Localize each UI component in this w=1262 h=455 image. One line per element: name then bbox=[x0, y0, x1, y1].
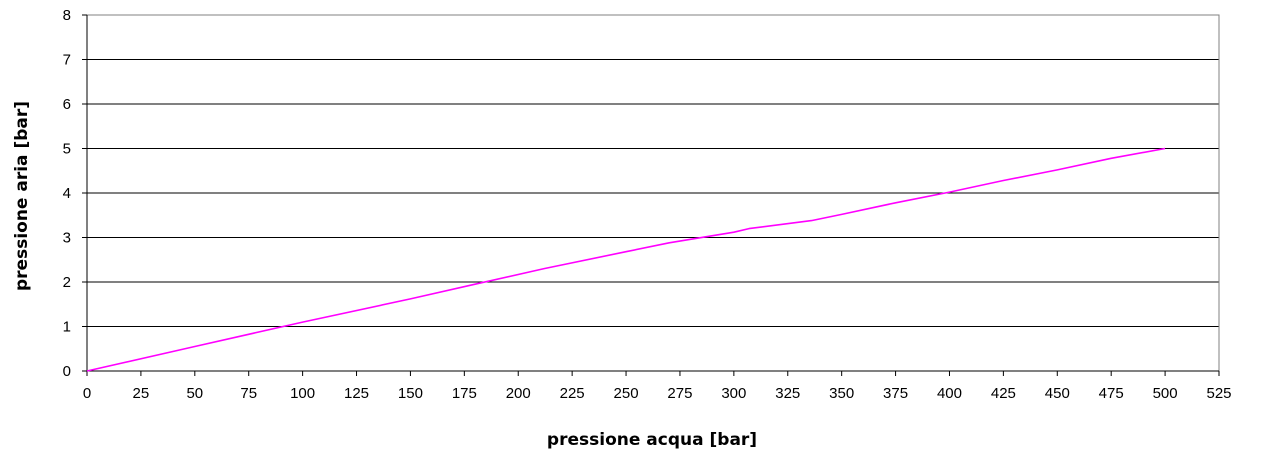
x-tick-label: 75 bbox=[240, 385, 257, 402]
y-axis-title: pressione aria [bar] bbox=[12, 101, 32, 291]
x-tick-label: 475 bbox=[1099, 385, 1124, 402]
x-tick-label: 175 bbox=[452, 385, 477, 402]
x-tick-label: 225 bbox=[560, 385, 585, 402]
y-axis-tick-labels: 0 1 2 3 4 5 6 7 8 bbox=[63, 7, 87, 380]
gridlines bbox=[87, 59, 1219, 327]
x-tick-label: 100 bbox=[290, 385, 315, 402]
y-tick-label: 1 bbox=[63, 319, 71, 336]
x-tick-label: 0 bbox=[83, 385, 91, 402]
x-tick-label: 50 bbox=[186, 385, 203, 402]
x-axis-title: pressione acqua [bar] bbox=[547, 430, 757, 450]
x-tick-label: 275 bbox=[667, 385, 692, 402]
x-tick-label: 350 bbox=[829, 385, 854, 402]
x-tick-label: 325 bbox=[775, 385, 800, 402]
x-tick-label: 375 bbox=[883, 385, 908, 402]
x-tick-label: 150 bbox=[398, 385, 423, 402]
y-tick-label: 2 bbox=[63, 274, 71, 291]
series-lines bbox=[86, 147, 1166, 372]
x-tick-label: 250 bbox=[614, 385, 639, 402]
x-axis-tick-labels: 0 25 50 75 100 125 150 175 200 225 250 275 300 325 350… bbox=[83, 371, 1232, 402]
y-tick-label: 7 bbox=[63, 52, 71, 69]
x-tick-label: 400 bbox=[937, 385, 962, 402]
x-tick-label: 300 bbox=[721, 385, 746, 402]
x-tick-label: 450 bbox=[1045, 385, 1070, 402]
x-tick-label: 125 bbox=[344, 385, 369, 402]
y-tick-label: 8 bbox=[63, 7, 71, 24]
y-tick-label: 6 bbox=[63, 96, 71, 113]
y-tick-label: 5 bbox=[63, 141, 71, 158]
x-tick-label: 25 bbox=[133, 385, 150, 402]
y-tick-label: 0 bbox=[63, 363, 71, 380]
y-tick-label: 4 bbox=[63, 185, 71, 202]
x-tick-label: 200 bbox=[506, 385, 531, 402]
series-line-0 bbox=[86, 147, 1166, 372]
y-tick-label: 3 bbox=[63, 230, 71, 247]
x-tick-label: 525 bbox=[1206, 385, 1231, 402]
x-tick-label: 425 bbox=[991, 385, 1016, 402]
x-tick-label: 500 bbox=[1153, 385, 1178, 402]
